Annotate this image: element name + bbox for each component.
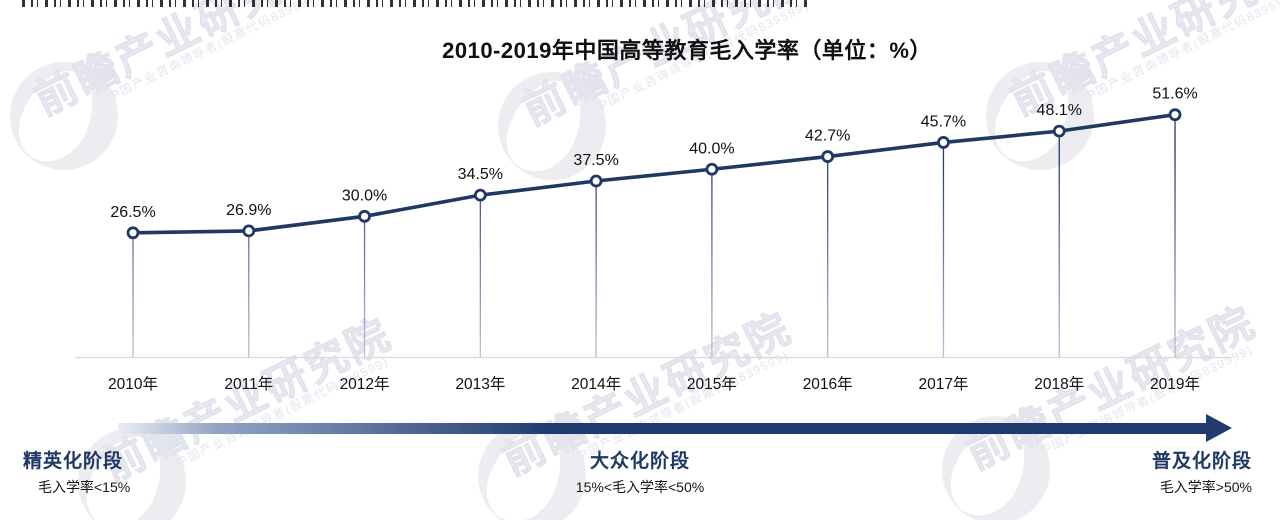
stage-arrow bbox=[118, 423, 1208, 434]
chart-title: 2010-2019年中国高等教育毛入学率（单位：%） bbox=[442, 38, 932, 63]
data-point-marker bbox=[1168, 108, 1182, 122]
trend-line bbox=[131, 112, 1177, 235]
data-point-marker bbox=[358, 209, 371, 223]
stage-elite-range: 毛入学率<15% bbox=[38, 479, 131, 495]
data-point-marker bbox=[242, 224, 256, 238]
x-tick-label: 2012年 bbox=[340, 375, 390, 393]
data-point-marker bbox=[937, 136, 950, 149]
data-label: 37.5% bbox=[573, 152, 618, 169]
data-label: 26.5% bbox=[110, 204, 155, 221]
data-label: 26.9% bbox=[226, 202, 271, 219]
x-tick-label: 2017年 bbox=[918, 375, 968, 393]
stage-universal: 普及化阶段 毛入学率>50% bbox=[1152, 446, 1252, 497]
data-label: 30.0% bbox=[342, 187, 387, 204]
x-tick-label: 2016年 bbox=[803, 375, 853, 393]
data-point-marker bbox=[821, 150, 835, 163]
stage-elite-name: 精英化阶段 bbox=[23, 451, 124, 472]
x-tick-label: 2010年 bbox=[108, 375, 158, 393]
data-point-marker bbox=[589, 174, 603, 188]
x-tick-label: 2018年 bbox=[1034, 375, 1084, 393]
x-tick-label: 2019年 bbox=[1150, 375, 1200, 393]
data-label: 48.1% bbox=[1037, 102, 1082, 119]
stage-mass-name: 大众化阶段 bbox=[589, 451, 690, 472]
x-tick-label: 2011年 bbox=[224, 375, 273, 393]
data-label: 34.5% bbox=[458, 166, 503, 183]
stage-universal-range: 毛入学率>50% bbox=[1159, 479, 1252, 495]
data-label: 40.0% bbox=[689, 140, 734, 157]
data-point-marker bbox=[705, 162, 719, 176]
x-tick-label: 2015年 bbox=[687, 375, 737, 393]
data-point-marker bbox=[473, 188, 487, 202]
stage-mass-range: 15%<毛入学率<50% bbox=[575, 479, 705, 495]
data-point-marker bbox=[1052, 124, 1066, 138]
stage-universal-name: 普及化阶段 bbox=[1151, 451, 1252, 472]
stage-arrow-head bbox=[1206, 414, 1232, 442]
clipped-text-remnant bbox=[22, 0, 810, 7]
x-tick-label: 2013年 bbox=[455, 375, 505, 393]
stage-mass: 大众化阶段 15%<毛入学率<50% bbox=[495, 446, 785, 497]
data-point-marker bbox=[126, 226, 140, 240]
data-label: 45.7% bbox=[921, 113, 966, 130]
data-label: 51.6% bbox=[1152, 86, 1197, 103]
data-label: 42.7% bbox=[805, 128, 850, 145]
stage-elite: 精英化阶段 毛入学率<15% bbox=[23, 446, 130, 497]
x-tick-label: 2014年 bbox=[571, 375, 621, 393]
